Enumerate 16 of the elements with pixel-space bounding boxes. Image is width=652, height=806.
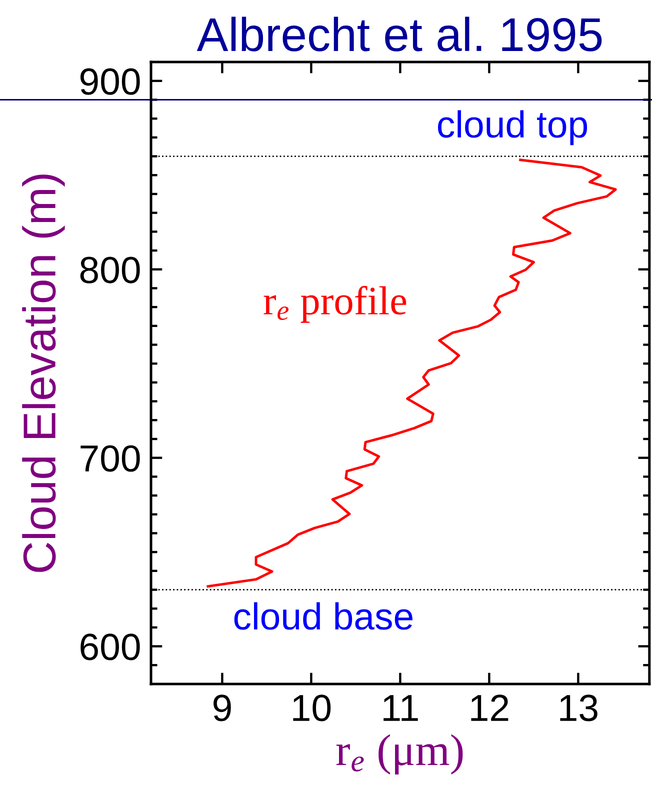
ref-line-label: cloud base <box>234 602 412 630</box>
y-tick-label: 700 <box>80 445 140 472</box>
y-axis-title: Cloud Elevation (m) <box>22 174 65 572</box>
chart-title: Albrecht et al. 1995 <box>196 16 602 52</box>
y-tick-label: 600 <box>80 634 140 660</box>
x-tick-label: 9 <box>214 694 231 722</box>
y-tick-label: 800 <box>80 256 140 284</box>
x-tick-label: 13 <box>560 694 598 722</box>
line-series <box>206 158 617 588</box>
x-tick-label: 10 <box>293 694 331 722</box>
x-tick-label: 11 <box>384 695 418 721</box>
x-tick-label: 12 <box>471 694 508 721</box>
series-label: r$_{e}$ profile <box>264 286 406 323</box>
ref-line-label: cloud top <box>438 110 588 146</box>
y-tick-label: 900 <box>80 68 140 95</box>
x-axis-title: r$_{e}$ (μm) <box>336 734 463 775</box>
